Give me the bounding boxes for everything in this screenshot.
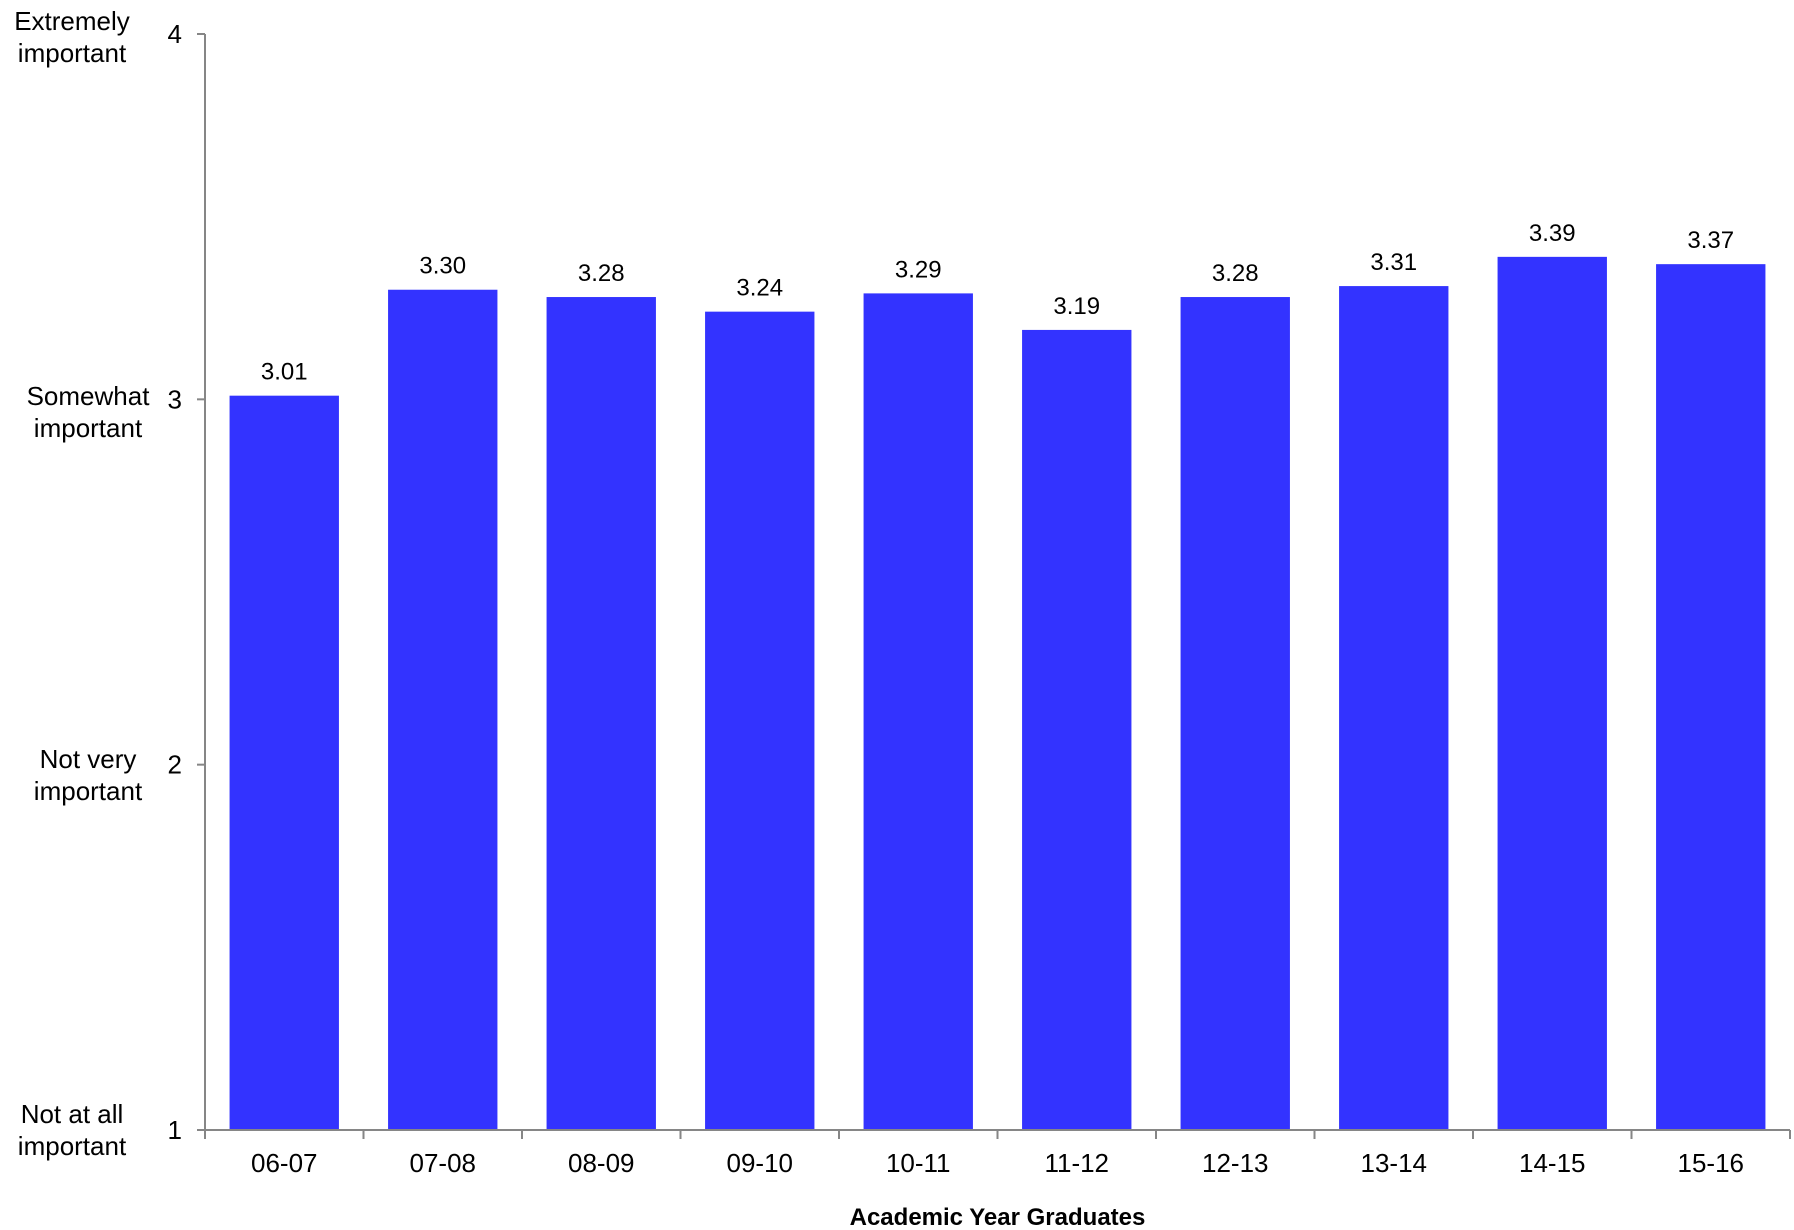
y-category-label: Somewhat important [27,381,151,443]
x-tick-label: 09-10 [727,1148,794,1178]
x-tick-label: 11-12 [1044,1148,1109,1178]
value-labels-group: 3.01 3.30 3.28 3.24 3.29 3.19 3.28 3.31 3.39 3.37 [261,220,1734,386]
bar [229,395,339,1130]
y-tick-label: 3 [168,384,182,414]
x-tick-label: 14-15 [1519,1148,1586,1178]
bar-value-label: 3.29 [895,256,942,283]
x-tick-label: 13-14 [1361,1148,1428,1178]
x-tick-label: 06-07 [251,1148,318,1178]
bar-value-label: 3.37 [1687,227,1734,254]
bar-value-label: 3.31 [1370,249,1417,276]
bar [1180,297,1290,1130]
y-tick-label: 4 [168,19,182,49]
bar [1656,264,1766,1130]
bar [863,293,973,1130]
bar-value-label: 3.01 [261,359,308,386]
y-category-label: Not at all important [18,1099,127,1161]
y-tick-label: 2 [168,750,182,780]
x-axis-title: Academic Year Graduates [850,1204,1146,1230]
bar [1339,286,1449,1131]
bar-value-label: 3.39 [1529,220,1576,247]
bar-value-label: 3.19 [1053,293,1100,320]
y-tick-label: 1 [168,1115,182,1145]
y-ticks-group: 1 2 3 4 Extremely important Somewhat important N… [14,6,205,1161]
bar [388,289,498,1130]
x-ticks-group: 06-07 07-08 08-09 09-10 10-11 11-12 12-13 13-14… [204,1130,1791,1178]
bar [705,311,815,1130]
bar-value-label: 3.24 [736,275,783,302]
bar-value-label: 3.28 [578,260,625,287]
x-tick-label: 12-13 [1202,1148,1269,1178]
x-tick-label: 10-11 [886,1148,951,1178]
x-tick-label: 15-16 [1678,1148,1745,1178]
bar [546,297,656,1130]
bar-value-label: 3.28 [1212,260,1259,287]
bar [1022,329,1132,1130]
x-tick-label: 08-09 [568,1148,635,1178]
x-tick-label: 07-08 [410,1148,477,1178]
bars-group [229,256,1766,1131]
y-category-label: Extremely important [14,6,130,68]
bar-value-label: 3.30 [419,253,466,280]
y-category-label: Not very important [34,744,143,806]
bar [1497,256,1607,1130]
